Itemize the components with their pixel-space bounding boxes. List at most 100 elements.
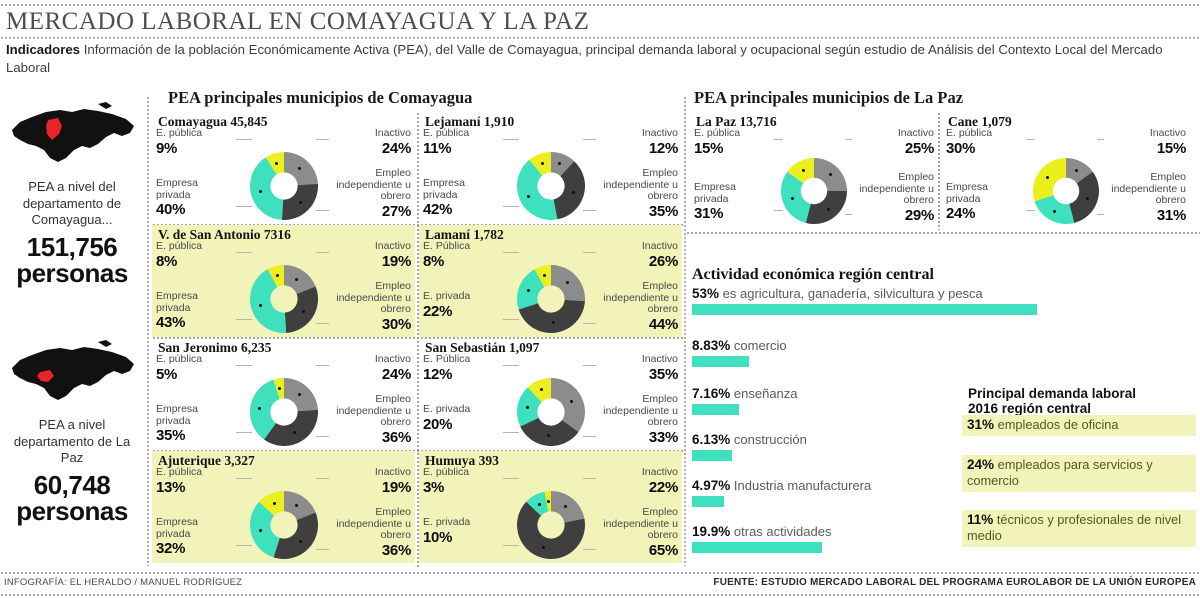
donut-label-value: 11% <box>423 139 452 157</box>
donut-label-value: 32% <box>156 540 186 557</box>
donut-leader-dot <box>298 167 302 171</box>
activity-value: 6.13% <box>692 432 731 447</box>
sidebar-unit: personas <box>16 495 128 526</box>
donut-label-text: Inactivo <box>374 353 411 365</box>
donut-leader-line <box>582 436 596 437</box>
donut-label-text: E. pública <box>156 127 203 139</box>
donut-label-inactivo: Inactivo 19% <box>333 240 411 269</box>
donut-leader-dot <box>298 393 302 397</box>
donut-leader-dot <box>272 501 276 505</box>
activity-bar <box>692 356 750 367</box>
donut-label-value: 10% <box>423 528 453 546</box>
donut-label-privada: Empresa privada 32% <box>156 516 234 557</box>
subtitle-block: Indicadores Información de la población … <box>6 41 1186 76</box>
donut-label-text: Empleo independiente u obrero <box>603 393 678 428</box>
donut-leader-line <box>503 139 519 140</box>
donut-label-publica: E. pública 11% <box>423 127 501 157</box>
donut-label-value: 31% <box>1156 206 1186 224</box>
footer-credit: INFOGRAFÍA: EL HERALDO / MANUEL RODRÍGUE… <box>4 577 243 588</box>
donut-label-value: 5% <box>156 365 178 383</box>
donut-card-v-de-san-antonio: V. de San Antonio 7316 Inactivo 19% Empleo … <box>152 225 415 337</box>
donut-leader-line <box>582 252 596 253</box>
donut-label-text: Empresa privada <box>156 403 199 427</box>
donut-leader-line <box>236 319 252 320</box>
activity-bar <box>692 496 725 507</box>
donut-label-text: Empleo independiente u obrero <box>603 167 678 202</box>
donut-leader-dot <box>299 539 303 543</box>
donut-card-title: Humuya 393 <box>425 453 499 468</box>
donut-label-value: 12% <box>423 365 453 383</box>
donut-label-text: E. Pública <box>423 353 471 365</box>
donut-leader-line <box>582 210 596 211</box>
comayagua-donut-grid: Comayagua 45,845 Inactivo 24% Empleo indepe… <box>152 112 684 567</box>
donut-leader-line <box>774 210 783 211</box>
donut-label-publica: E. pública 9% <box>156 127 234 157</box>
donut-label-inactivo: Inactivo 26% <box>600 240 678 269</box>
donut-leader-line <box>582 323 596 324</box>
donut-leader-dot <box>1086 197 1090 201</box>
activity-label: 6.13% construcción <box>692 432 807 447</box>
donut-leader-dot <box>259 304 263 308</box>
donut-label-value: 27% <box>381 202 411 220</box>
demand-item: 11% técnicos y profesionales de nivel me… <box>962 510 1196 547</box>
lapaz-bottom-rule <box>686 232 1200 234</box>
donut-label-value: 25% <box>904 139 934 157</box>
donut-leader-dot <box>546 434 550 438</box>
donut-label-value: 35% <box>156 427 186 444</box>
donut-label-value: 36% <box>381 428 411 446</box>
top-dotted-rule <box>0 4 1200 6</box>
donut-label-value: 9% <box>156 139 178 157</box>
donut-label-inactivo: Inactivo 24% <box>333 353 411 382</box>
donut-label-text: Inactivo <box>641 240 678 252</box>
lapaz-donut-grid: La Paz 13,716 Inactivo 25% Empleo independi… <box>690 112 1200 232</box>
donut-label-inactivo: Inactivo 35% <box>600 353 678 382</box>
donut-leader-line <box>503 545 519 546</box>
donut-chart <box>249 378 318 451</box>
activity-label: 4.97% Industria manufacturera <box>692 478 872 493</box>
donut-label-inactivo: Inactivo 19% <box>333 466 411 495</box>
donut-label-publica: E. pública 15% <box>694 127 772 156</box>
donut-label-empleo: Empleo independiente u obrero 44% <box>600 280 678 332</box>
donut-leader-line <box>503 478 519 479</box>
donut-label-empleo: Empleo independiente u obrero 29% <box>856 171 934 223</box>
donut-label-inactivo: Inactivo 22% <box>600 466 678 495</box>
donut-label-text: E. Pública <box>423 240 471 252</box>
donut-label-value: 35% <box>648 202 678 220</box>
donut-label-value: 42% <box>423 201 453 218</box>
donut-label-text: Inactivo <box>374 240 411 252</box>
donut-leader-dot <box>276 274 280 278</box>
donut-label-text: Empleo independiente u obrero <box>1111 171 1186 206</box>
activity-label: 19.9% otras actividades <box>692 524 832 539</box>
subtitle-text: Información de la población Económicamen… <box>6 42 1163 75</box>
donut-label-value: 24% <box>381 139 411 157</box>
demand-item-value: 24% <box>967 457 995 472</box>
donut-label-privada: E. privada 10% <box>423 516 501 546</box>
donut-card-title: Comayagua 45,845 <box>158 114 268 129</box>
activity-label: 7.16% enseñanza <box>692 386 798 401</box>
donut-card-title: V. de San Antonio 7316 <box>158 227 291 242</box>
donut-leader-dot <box>551 321 555 325</box>
donut-label-text: Inactivo <box>641 127 678 139</box>
donut-label-value: 15% <box>1156 139 1186 157</box>
donut-leader-line <box>315 478 329 479</box>
donut-leader-dot <box>527 194 531 198</box>
donut-label-text: Empleo independiente u obrero <box>336 393 411 428</box>
donut-label-privada: Empresa privada 24% <box>946 181 1024 222</box>
donut-card-laman: Lamaní 1,782 Inactivo 26% Empleo independie… <box>419 225 682 337</box>
donut-leader-dot <box>298 201 302 205</box>
activity-label: 8.83% comercio <box>692 338 787 353</box>
donut-leader-dot <box>295 277 299 281</box>
donut-label-value: 3% <box>423 478 445 496</box>
page-title: MERCADO LABORAL EN COMAYAGUA Y LA PAZ <box>6 8 590 35</box>
donut-leader-line <box>315 139 329 140</box>
donut-label-text: Inactivo <box>897 127 934 139</box>
donut-label-inactivo: Inactivo 25% <box>856 127 934 157</box>
donut-label-text: E. privada <box>423 403 471 415</box>
honduras-map-icon <box>2 100 140 175</box>
donut-label-empleo: Empleo independiente u obrero 36% <box>333 393 411 446</box>
donut-label-text: Empresa privada <box>694 181 737 205</box>
activity-row: 8.83% comercio <box>692 338 787 367</box>
donut-leader-line <box>582 549 596 550</box>
demand-item-text: empleados para servicios y comercio <box>967 457 1153 488</box>
